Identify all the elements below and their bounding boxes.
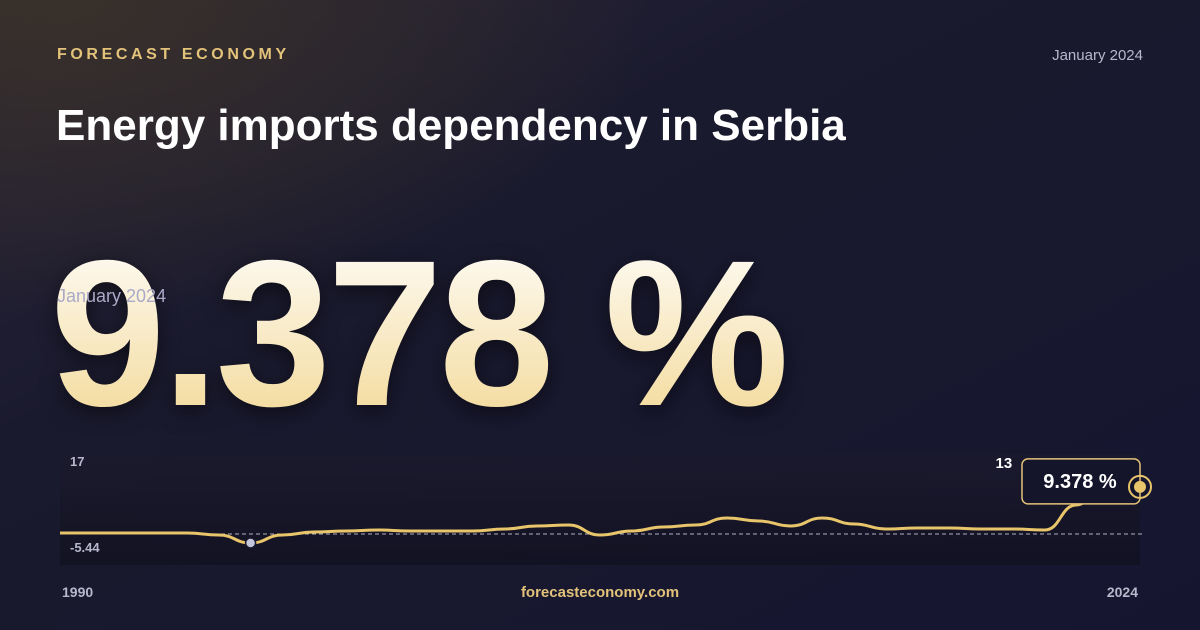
last-marker-ring (1128, 474, 1152, 499)
min-marker (244, 537, 257, 549)
footer: forecasteconomy.com (521, 584, 679, 601)
sparkline: -5.44 17 1990 2024 13 9.378 % (60, 454, 1152, 600)
value-callout-label: 9.378 % (1043, 471, 1117, 493)
series-line (60, 471, 1141, 545)
title: Energy imports dependency in Serbia (56, 101, 846, 150)
headline-date: January 2024 (57, 286, 166, 306)
headline-value: 9.378 % (50, 218, 785, 450)
chart-area (60, 455, 1140, 565)
last-marker (1134, 480, 1146, 493)
x-tick-label: 2024 (1107, 584, 1138, 600)
max-label: 13 (996, 455, 1013, 472)
y-tick-label: 17 (70, 454, 84, 469)
date: January 2024 (1052, 47, 1143, 64)
brand: FORECAST ECONOMY (57, 46, 290, 63)
x-tick-label: 1990 (62, 584, 93, 600)
y-tick-label: -5.44 (70, 540, 100, 555)
